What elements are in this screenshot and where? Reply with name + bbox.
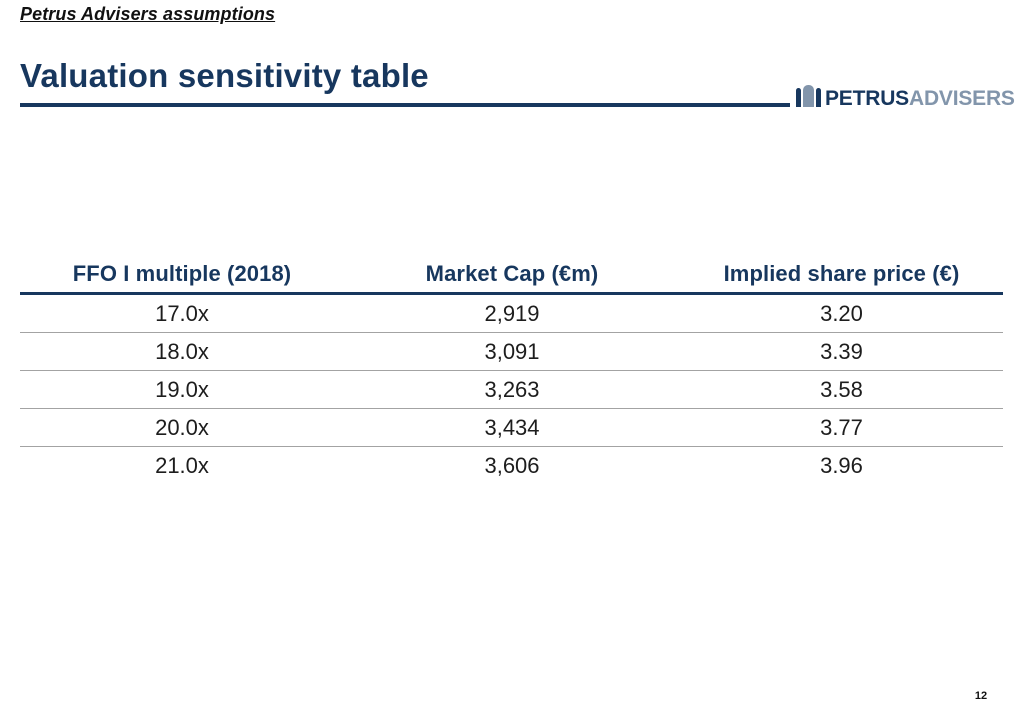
page-number: 12 [974, 690, 988, 702]
book-bars-icon [796, 85, 821, 107]
table-row: 21.0x 3,606 3.96 [20, 447, 1003, 485]
cell-market-cap: 3,091 [344, 332, 680, 371]
cell-share-price: 3.20 [680, 293, 1003, 333]
column-header-ffo-multiple: FFO I multiple (2018) [20, 255, 344, 295]
cell-share-price: 3.58 [680, 370, 1003, 409]
cell-market-cap: 3,434 [344, 408, 680, 447]
logo-word-petrus: PETRUS [825, 87, 909, 110]
table-row: 19.0x 3,263 3.58 [20, 370, 1003, 409]
table-row: 20.0x 3,434 3.77 [20, 408, 1003, 447]
page-title: Valuation sensitivity table [20, 57, 429, 94]
cell-share-price: 3.39 [680, 332, 1003, 371]
table-row: 17.0x 2,919 3.20 [20, 293, 1003, 333]
cell-market-cap: 3,606 [484, 452, 540, 478]
title-divider [20, 103, 790, 107]
logo-bar-right [816, 88, 821, 107]
cell-multiple: 17.0x [20, 293, 344, 333]
cell-market-cap: 2,919 [344, 293, 680, 333]
table-header-row: FFO I multiple (2018) Market Cap (€m) Im… [20, 255, 1003, 295]
table-row: 18.0x 3,091 3.39 [20, 332, 1003, 371]
cell-share-price: 3.96 [820, 452, 863, 478]
eyebrow-heading: Petrus Advisers assumptions [20, 4, 276, 24]
cell-multiple: 21.0x [155, 452, 209, 478]
cell-multiple: 18.0x [20, 332, 344, 371]
logo-bar-middle [803, 85, 814, 107]
column-header-market-cap: Market Cap (€m) [344, 255, 680, 295]
logo-bar-left [796, 88, 801, 107]
petrus-advisers-logo: PETRUSADVISERS [796, 84, 1015, 109]
cell-multiple: 19.0x [20, 370, 344, 409]
cell-market-cap: 3,263 [344, 370, 680, 409]
cell-share-price: 3.77 [680, 408, 1003, 447]
cell-multiple: 20.0x [20, 408, 344, 447]
valuation-sensitivity-table: FFO I multiple (2018) Market Cap (€m) Im… [20, 255, 1003, 484]
logo-wordmark: PETRUSADVISERS [825, 88, 1015, 109]
column-header-implied-share-price: Implied share price (€) [680, 255, 1003, 295]
logo-word-advisers: ADVISERS [908, 87, 1015, 110]
